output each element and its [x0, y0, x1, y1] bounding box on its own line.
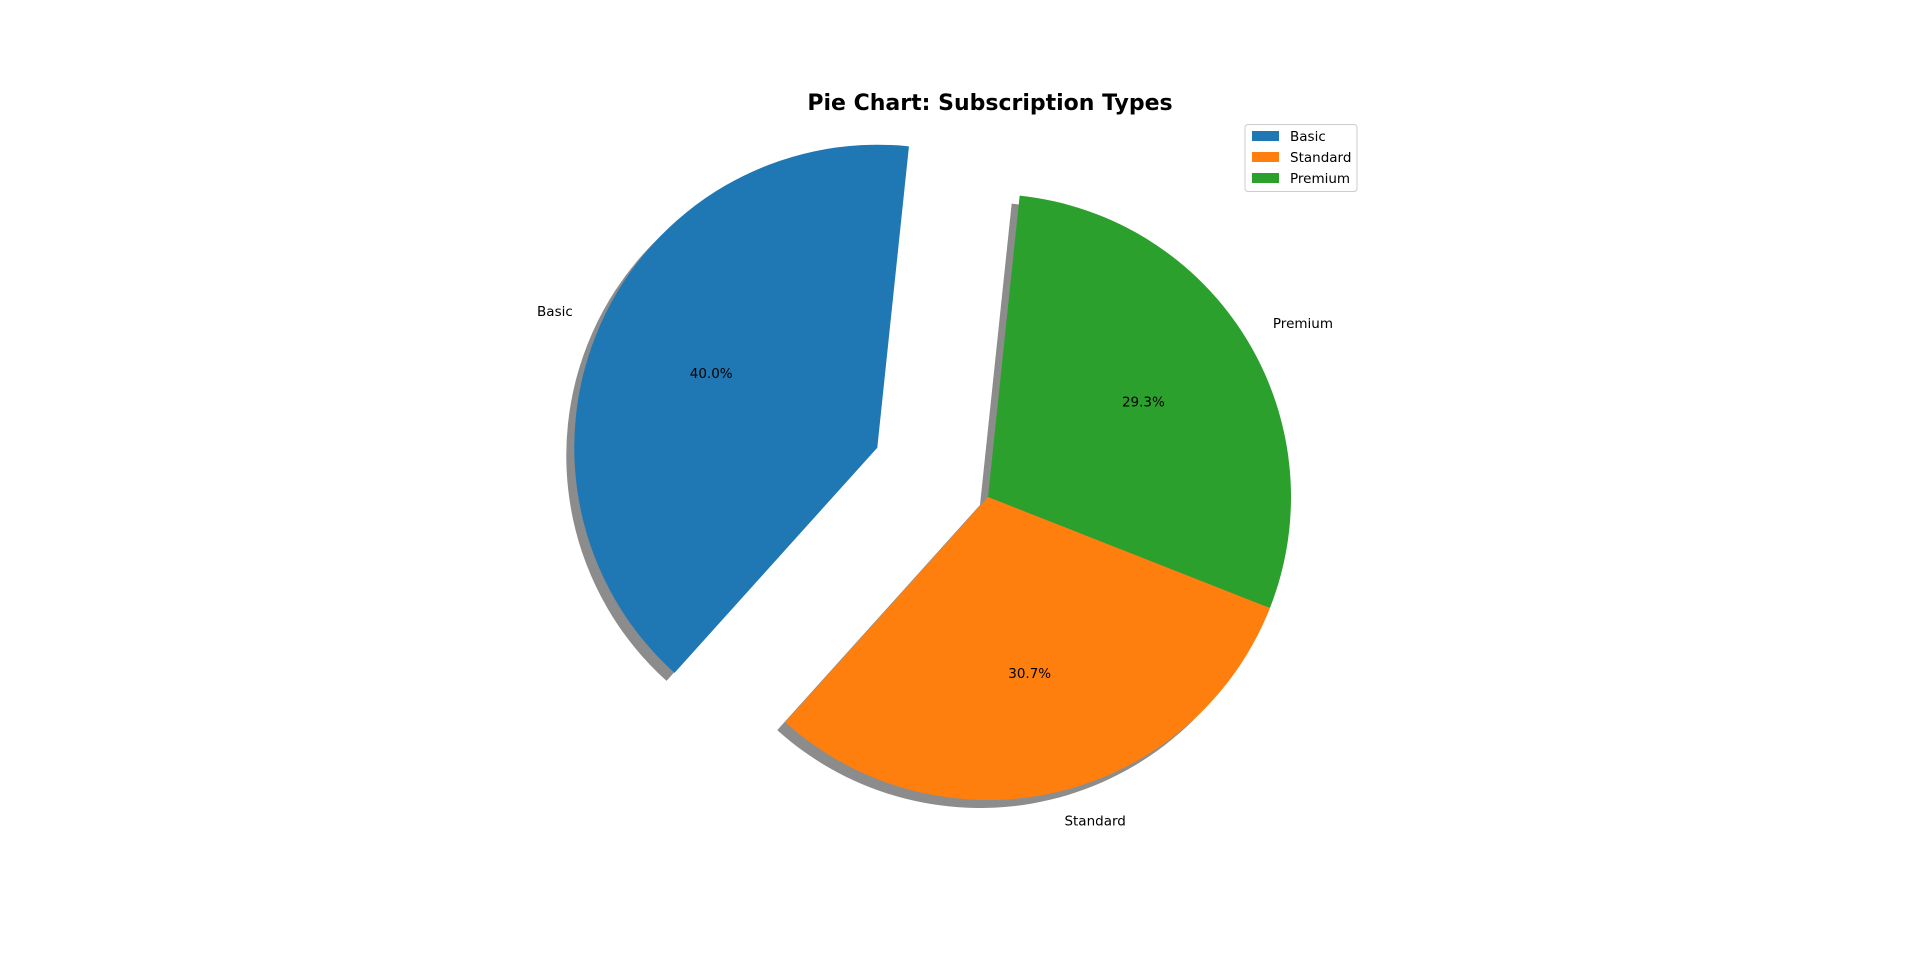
pie-slice-premium [988, 195, 1291, 608]
pie-slice-basic [574, 144, 909, 673]
legend: Basic Standard Premium [1244, 124, 1358, 192]
pie-slices [574, 144, 1291, 801]
legend-label-standard: Standard [1290, 150, 1351, 166]
chart-title: Pie Chart: Subscription Types [807, 91, 1172, 116]
slice-label-standard: Standard [1064, 813, 1125, 829]
slice-percent-standard: 30.7% [1008, 666, 1051, 682]
slice-percent-premium: 29.3% [1122, 395, 1165, 411]
slice-label-basic: Basic [537, 304, 573, 320]
legend-swatch-standard [1252, 152, 1279, 162]
slice-labels: Basic 40.0% Standard 30.7% Premium 29.3% [537, 304, 1333, 829]
pie-slice-standard [785, 497, 1270, 801]
slice-label-premium: Premium [1273, 316, 1333, 332]
legend-swatch-basic [1252, 131, 1279, 141]
legend-label-basic: Basic [1290, 129, 1326, 145]
legend-label-premium: Premium [1290, 171, 1350, 187]
legend-swatch-premium [1252, 173, 1279, 183]
slice-percent-basic: 40.0% [690, 366, 733, 382]
